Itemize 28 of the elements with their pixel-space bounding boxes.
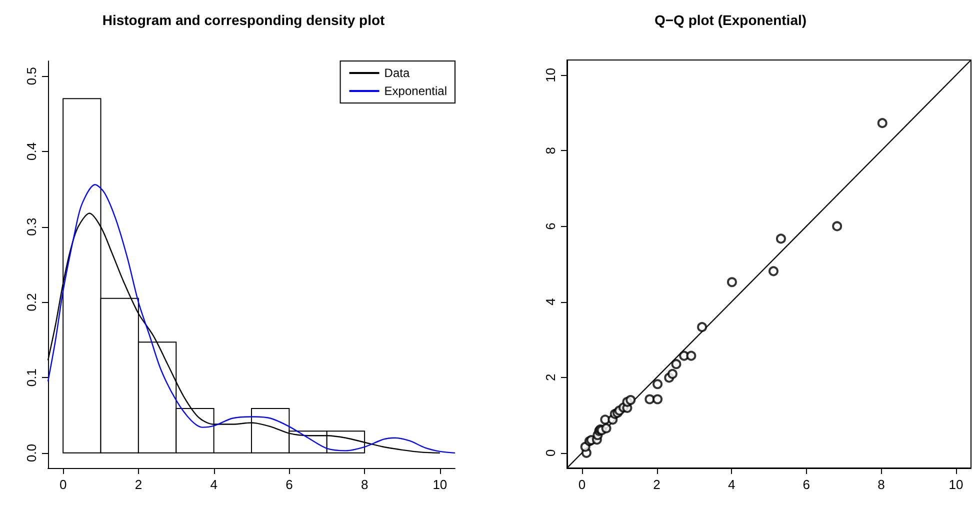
- x-tick-label: 6: [286, 477, 293, 492]
- y-tick-label: 0.3: [24, 218, 39, 236]
- y-tick-label: 0.5: [24, 67, 39, 86]
- y-tick-label: 0: [543, 449, 558, 457]
- chart-title: Histogram and corresponding density plot: [102, 12, 386, 28]
- y-tick-label: 0.0: [24, 444, 39, 462]
- y-tick-label: 10: [543, 68, 558, 82]
- x-tick-label: 0: [578, 477, 586, 492]
- x-tick-label: 2: [653, 477, 660, 492]
- legend-label: Data: [384, 66, 410, 80]
- y-tick-label: 0.2: [24, 293, 39, 312]
- y-tick-label: 2: [543, 374, 558, 381]
- x-tick-label: 6: [802, 477, 810, 492]
- legend-label: Exponential: [384, 84, 448, 98]
- y-tick-label: 0.1: [24, 368, 39, 387]
- x-tick-label: 0: [59, 477, 67, 492]
- x-tick-label: 4: [210, 477, 218, 492]
- chart-title: Q−Q plot (Exponential): [654, 12, 807, 28]
- y-tick-label: 8: [543, 147, 558, 154]
- x-tick-label: 4: [728, 477, 736, 492]
- x-tick-label: 10: [948, 477, 964, 492]
- x-tick-label: 2: [134, 477, 142, 492]
- y-tick-label: 4: [543, 298, 558, 306]
- x-tick-label: 8: [360, 477, 368, 492]
- x-tick-label: 10: [432, 477, 448, 492]
- y-tick-label: 0.4: [24, 142, 39, 160]
- x-tick-label: 8: [878, 477, 885, 492]
- y-tick-label: 6: [543, 222, 558, 230]
